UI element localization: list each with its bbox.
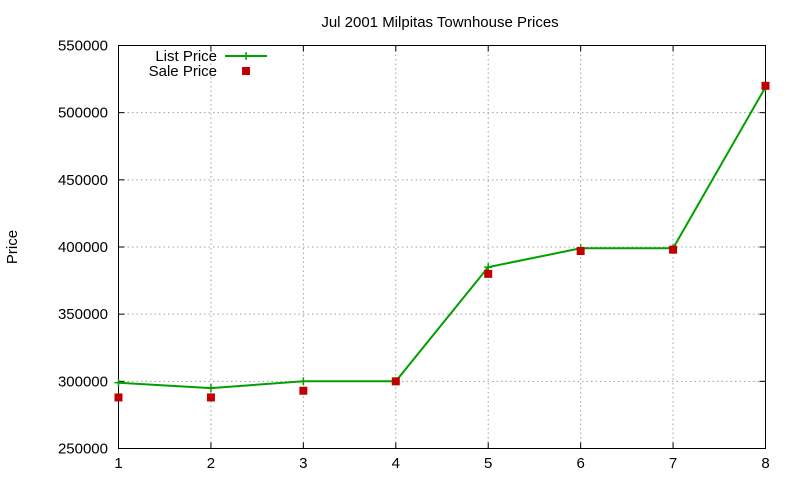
chart-title: Jul 2001 Milpitas Townhouse Prices: [321, 14, 558, 31]
y-tick-label: 500000: [58, 105, 108, 122]
y-tick-label: 550000: [58, 38, 108, 55]
legend-label-list-price: List Price: [155, 48, 217, 65]
y-tick-label: 250000: [58, 441, 108, 458]
sale-price-point: [114, 393, 123, 402]
x-tick-label: 3: [299, 455, 307, 472]
legend-swatch-sale-price: [242, 67, 250, 75]
x-tick-label: 8: [761, 455, 769, 472]
x-tick-label: 2: [207, 455, 215, 472]
sale-price-point: [299, 386, 308, 395]
x-tick-label: 1: [114, 455, 122, 472]
y-tick-label: 400000: [58, 239, 108, 256]
sale-price-point: [391, 377, 400, 386]
legend-label-sale-price: Sale Price: [149, 63, 217, 80]
x-tick-label: 7: [669, 455, 677, 472]
x-tick-label: 4: [392, 455, 400, 472]
list-price-point: [299, 377, 308, 386]
legend-marker-list-price: [242, 52, 250, 60]
x-tick-labels: 1 2 3 4 5 6 7 8: [114, 455, 769, 472]
y-axis-label: Price: [4, 230, 21, 264]
y-tick-labels: 250000 300000 350000 400000 450000 500000 5500…: [58, 38, 108, 458]
y-tick-label: 350000: [58, 306, 108, 323]
sale-price-point: [761, 81, 770, 90]
sale-price-point: [576, 247, 585, 256]
plot-frame: [118, 45, 766, 449]
list-price-point: [484, 263, 493, 272]
series-layer: [114, 81, 770, 402]
list-price-point: [114, 378, 123, 387]
y-tick-label: 450000: [58, 172, 108, 189]
legend: List Price Sale Price: [149, 48, 267, 80]
y-tick-label: 300000: [58, 373, 108, 390]
x-tick-label: 6: [576, 455, 584, 472]
sale-price-point: [206, 393, 215, 402]
sale-price-point: [484, 269, 493, 278]
x-tick-label: 5: [484, 455, 492, 472]
list-price-point: [206, 384, 215, 393]
series-line-list-price: [118, 86, 767, 390]
sale-price-point: [669, 245, 678, 254]
